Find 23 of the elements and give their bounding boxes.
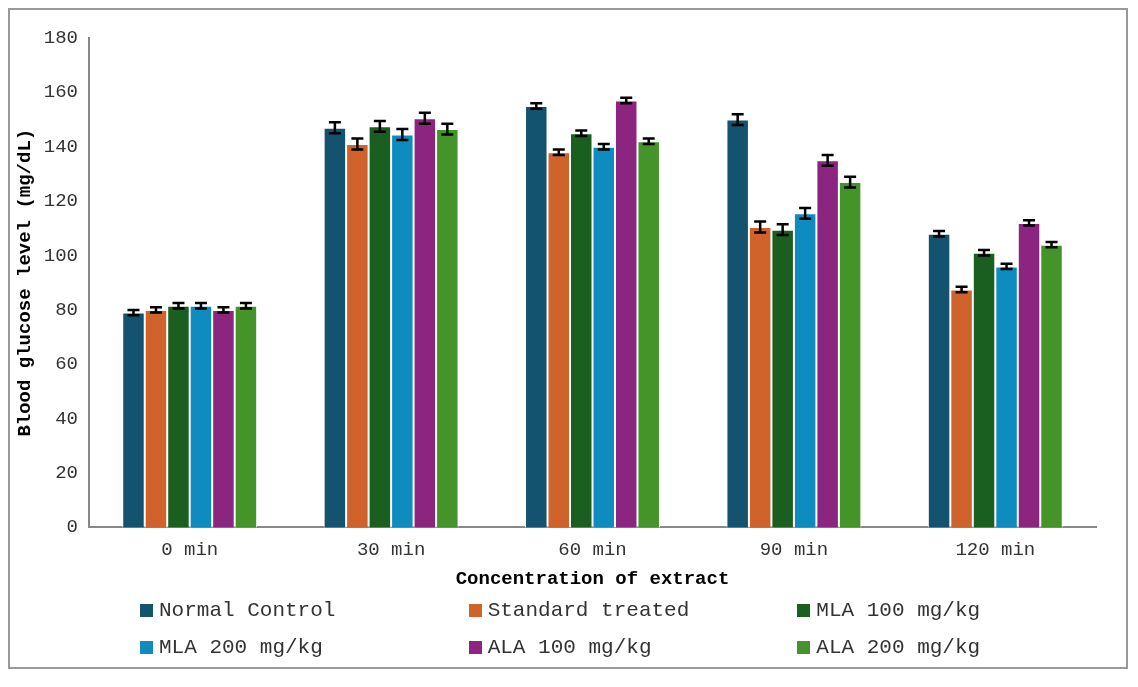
y-tick-label: 40: [55, 407, 79, 430]
y-tick-label: 100: [43, 244, 79, 267]
x-tick-label: 0 min: [161, 538, 219, 561]
x-tick-label: 90 min: [759, 538, 829, 561]
x-tick-label: 30 min: [356, 538, 426, 561]
legend-label: MLA 200 mg/kg: [159, 636, 323, 659]
legend-label: ALA 100 mg/kg: [487, 636, 652, 659]
y-tick-label: 120: [43, 190, 79, 213]
y-tick-label: 60: [55, 353, 79, 376]
y-tick-label: 20: [55, 462, 79, 485]
legend-label: MLA 100 mg/kg: [816, 599, 981, 622]
y-tick-label: 0: [66, 516, 79, 539]
x-tick-label: 120 min: [955, 538, 1036, 561]
legend-label: Standard treated: [487, 599, 690, 622]
x-tick-label: 60 min: [558, 538, 627, 561]
y-axis-title: Blood glucose level (mg/dL): [14, 128, 37, 437]
y-tick-label: 80: [55, 298, 79, 321]
legend-label: Normal Control: [159, 599, 336, 622]
y-tick-label: 160: [43, 81, 79, 104]
x-axis-title: Concentration of extract: [455, 568, 730, 591]
y-tick-label: 180: [43, 27, 79, 50]
y-tick-label: 140: [43, 135, 79, 158]
legend-label: ALA 200 mg/kg: [816, 636, 981, 659]
